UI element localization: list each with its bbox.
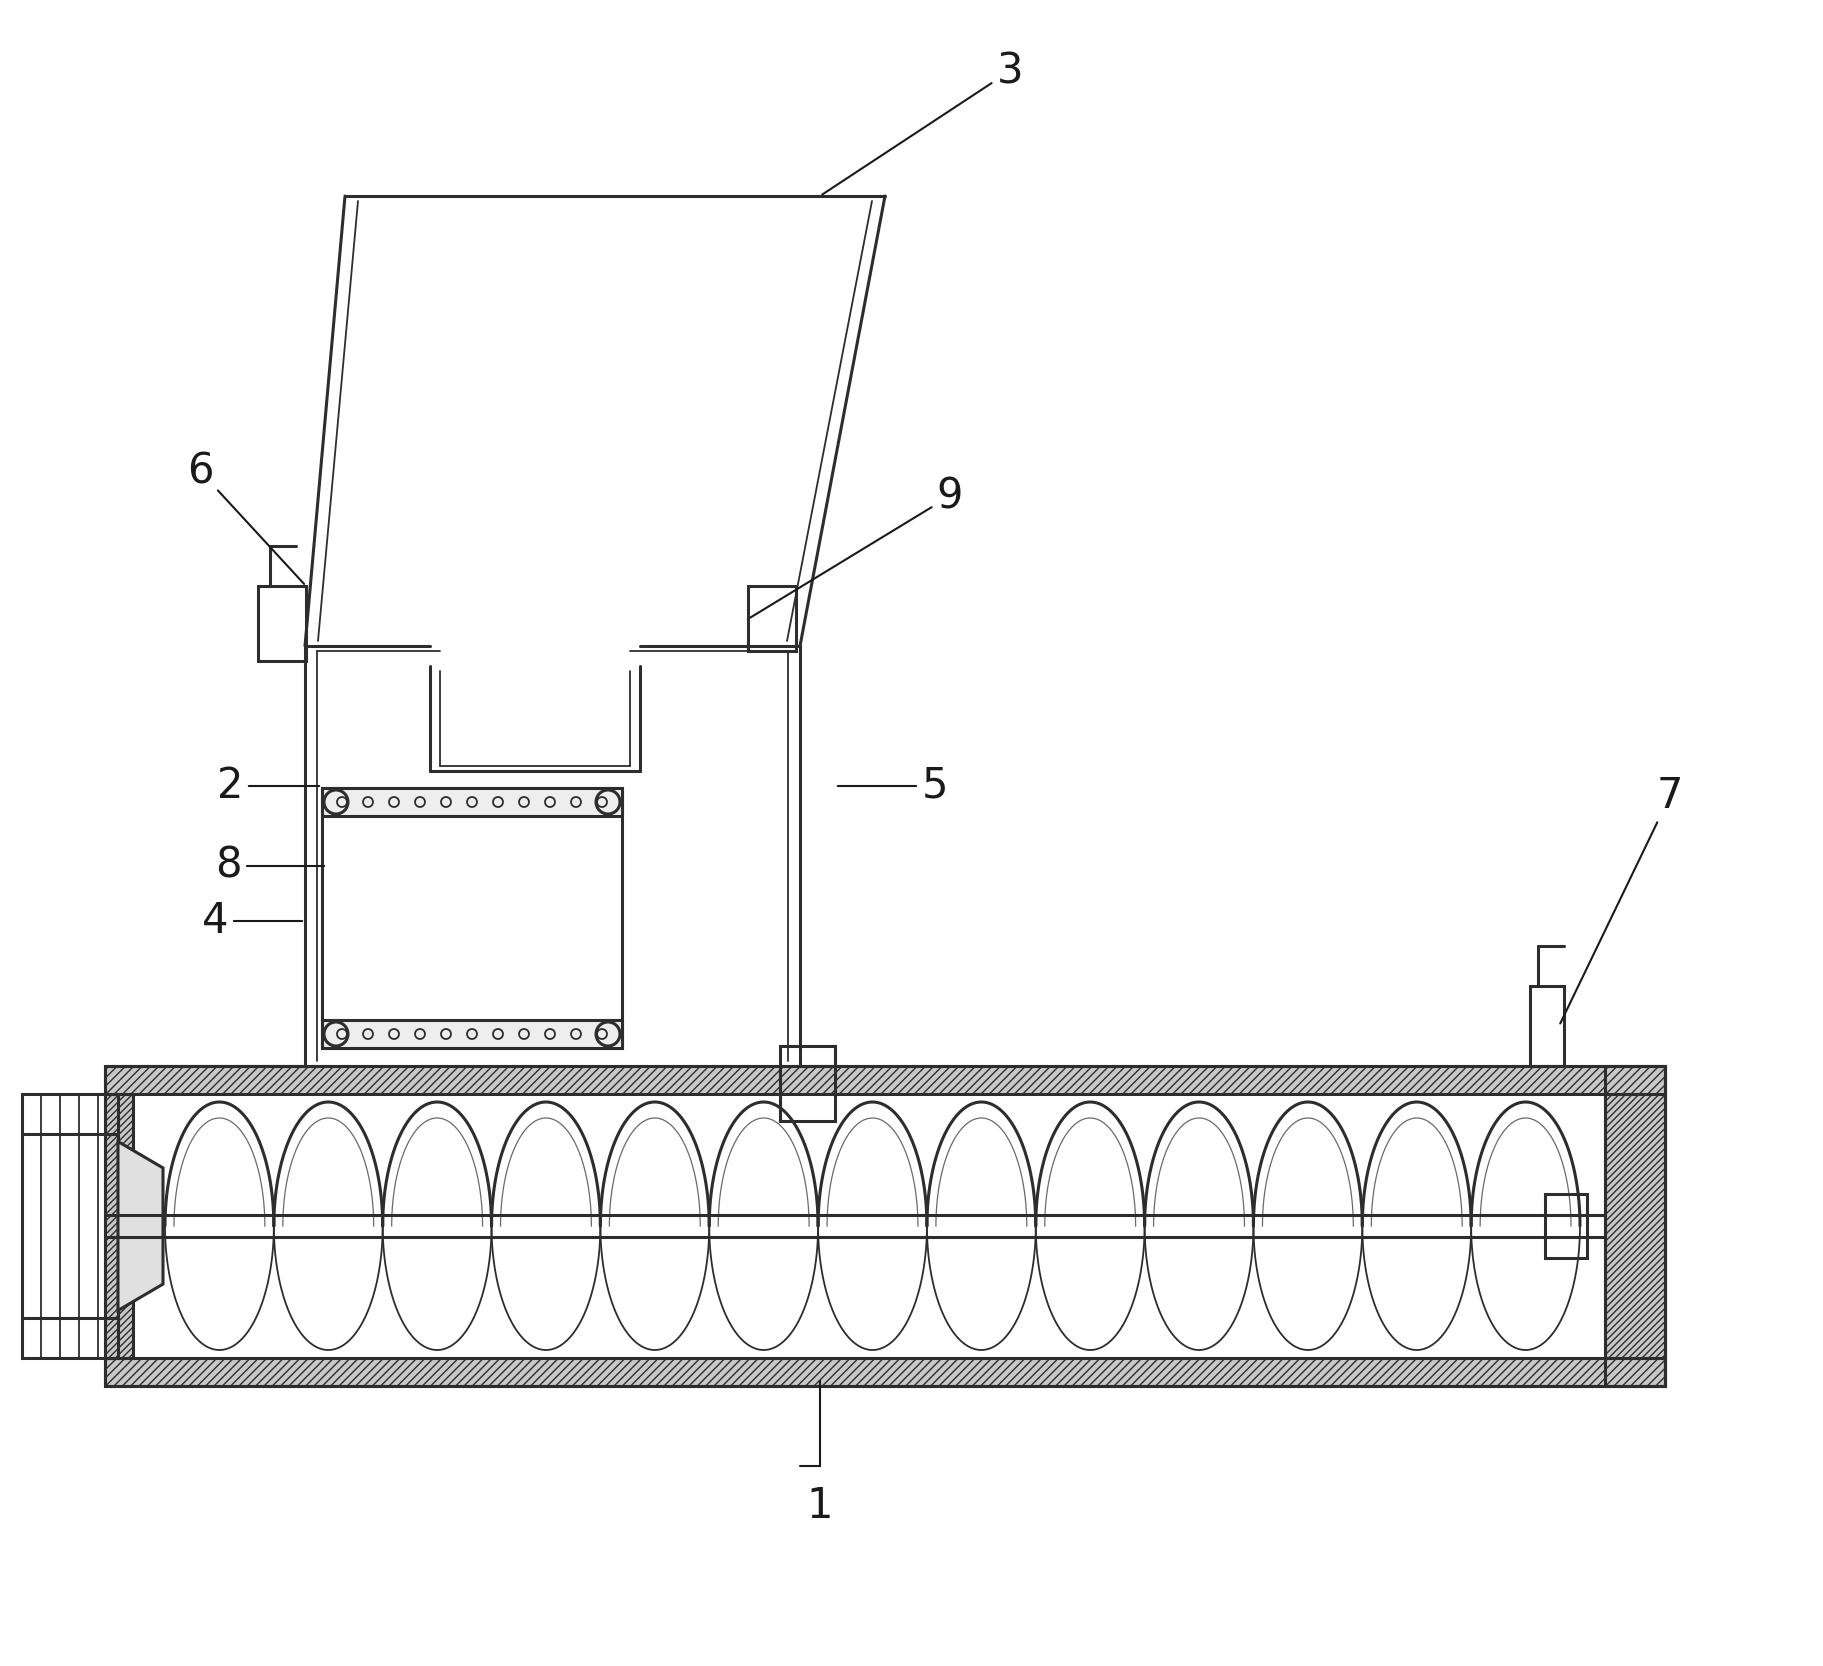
Text: 2: 2	[217, 765, 319, 806]
Bar	[1604, 1066, 1664, 1386]
Polygon shape	[118, 1141, 162, 1311]
Bar	[1604, 1095, 1664, 1358]
Text: 9: 9	[749, 475, 963, 618]
Text: 3: 3	[822, 50, 1023, 195]
Text: 6: 6	[186, 450, 304, 585]
Bar	[323, 788, 622, 1048]
Bar	[780, 1046, 835, 1121]
Bar	[1544, 1195, 1586, 1258]
Bar	[106, 1066, 1664, 1095]
Bar	[257, 586, 306, 661]
Bar	[106, 1095, 133, 1358]
Bar	[747, 586, 795, 651]
Text: 1: 1	[806, 1484, 833, 1528]
Text: 8: 8	[215, 845, 324, 886]
Bar	[22, 1095, 118, 1358]
Text: 5: 5	[837, 765, 948, 806]
Bar	[1529, 986, 1562, 1066]
Bar	[106, 1358, 1664, 1386]
Text: 7: 7	[1559, 775, 1683, 1023]
Text: 4: 4	[202, 900, 303, 941]
Bar	[323, 1020, 622, 1048]
Bar	[106, 1066, 1664, 1386]
Bar	[323, 788, 622, 816]
